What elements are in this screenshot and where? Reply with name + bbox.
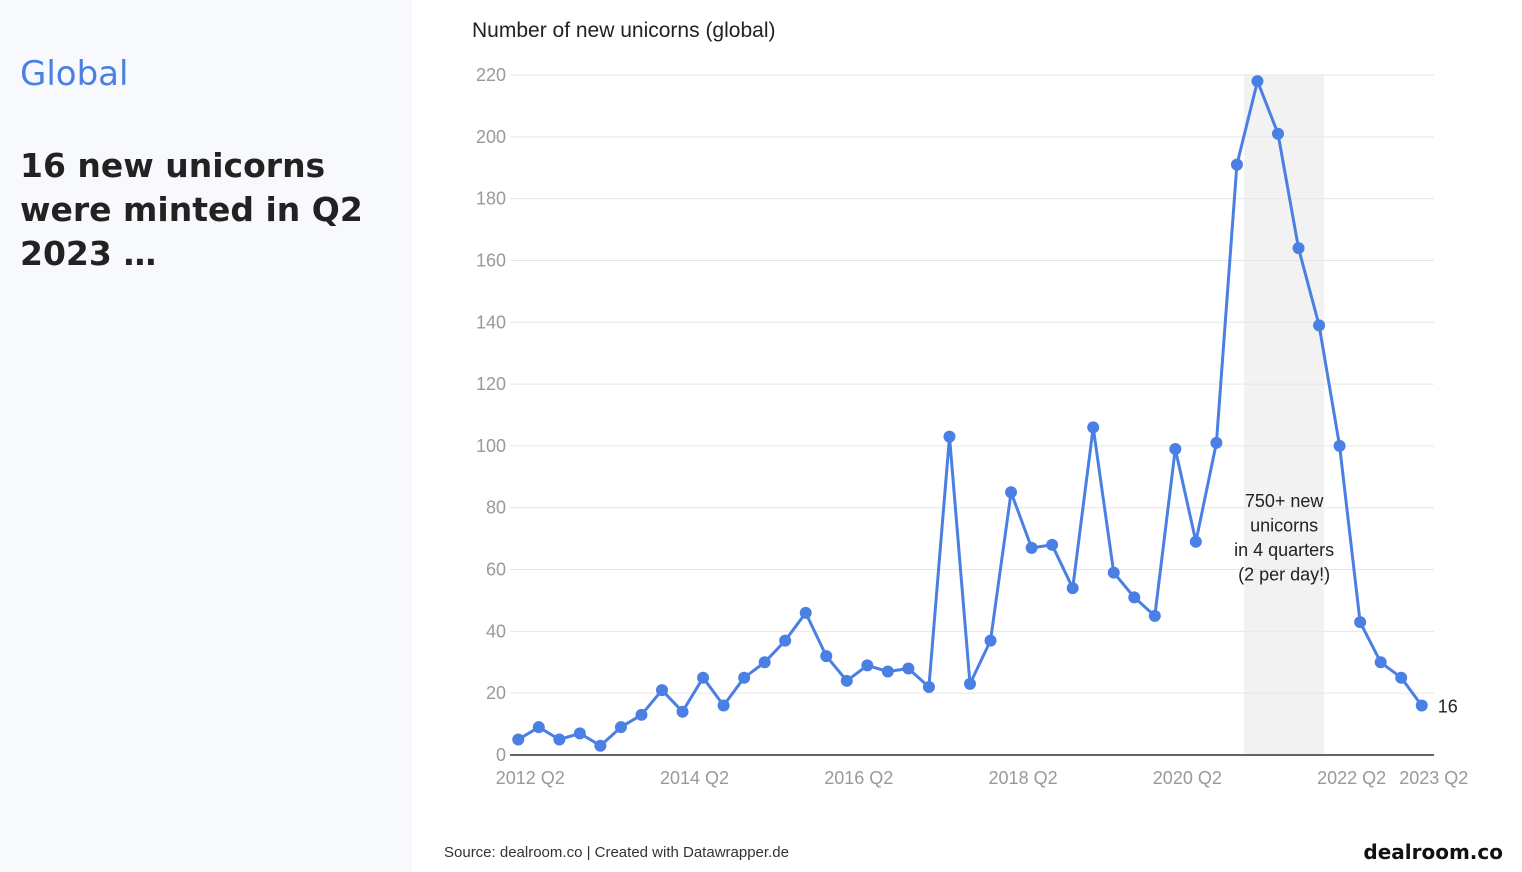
data-point (717, 699, 730, 712)
data-point (964, 677, 976, 690)
data-point (1025, 541, 1038, 554)
data-point (943, 430, 956, 443)
data-point (1374, 656, 1387, 669)
y-tick-label: 40 (486, 621, 506, 641)
y-tick-label: 60 (486, 560, 506, 580)
y-tick-label: 100 (476, 436, 506, 456)
end-value-label: 16 (1438, 697, 1458, 717)
x-tick-label: 2018 Q2 (989, 768, 1058, 788)
data-point (922, 681, 935, 693)
x-tick-label: 2014 Q2 (660, 768, 729, 788)
x-tick-label: 2023 Q2 (1399, 768, 1468, 788)
data-point (881, 665, 894, 678)
headline: 16 new unicorns were minted in Q2 2023 … (20, 146, 363, 273)
source-note: Source: dealroom.co | Created with Dataw… (444, 844, 789, 861)
data-point (1313, 319, 1326, 332)
annotation-line: in 4 quarters (1234, 540, 1334, 560)
data-point (614, 721, 627, 734)
data-point (758, 656, 771, 669)
y-tick-label: 20 (486, 683, 506, 703)
data-point (1046, 538, 1059, 551)
data-point (1189, 535, 1202, 548)
data-point (1230, 158, 1243, 171)
chart-title: Number of new unicorns (global) (472, 19, 776, 42)
annotation-line: unicorns (1250, 516, 1318, 536)
data-point (1272, 127, 1284, 140)
y-tick-label: 0 (496, 745, 506, 765)
data-point (738, 671, 751, 684)
y-tick-label: 160 (476, 250, 506, 270)
section-title: Global (20, 54, 129, 94)
data-point (799, 606, 812, 619)
data-point (779, 634, 792, 647)
x-tick-label: 2020 Q2 (1153, 768, 1222, 788)
data-point (676, 705, 689, 718)
data-point (820, 650, 833, 663)
y-tick-label: 220 (476, 65, 506, 85)
data-point (697, 671, 710, 684)
data-point (656, 684, 668, 697)
data-point (532, 721, 545, 734)
left-panel: Global 16 new unicorns were minted in Q2… (0, 0, 412, 872)
data-point (1169, 443, 1182, 455)
data-point (1210, 436, 1223, 449)
data-point (635, 708, 648, 721)
x-tick-label: 2012 Q2 (496, 768, 565, 788)
y-tick-label: 200 (476, 127, 506, 147)
data-point (861, 659, 874, 672)
data-point (573, 727, 586, 740)
y-tick-label: 80 (486, 498, 506, 518)
data-point (1354, 616, 1367, 629)
data-point (1087, 421, 1100, 434)
data-point (902, 662, 915, 675)
annotation-line: 750+ new (1245, 491, 1325, 511)
data-point (840, 674, 853, 687)
data-point (1333, 439, 1346, 452)
data-point (1292, 242, 1305, 255)
y-tick-label: 180 (476, 189, 506, 209)
data-point (1107, 566, 1120, 579)
data-point (1251, 75, 1264, 88)
annotation-line: (2 per day!) (1238, 565, 1330, 585)
y-tick-label: 120 (476, 374, 506, 394)
data-point (594, 739, 607, 752)
data-point (512, 733, 525, 746)
y-tick-label: 140 (476, 312, 506, 332)
data-point (984, 634, 997, 647)
x-tick-label: 2022 Q2 (1317, 768, 1386, 788)
data-point (1148, 609, 1161, 622)
data-point (1005, 486, 1018, 499)
x-tick-label: 2016 Q2 (824, 768, 893, 788)
data-point (1395, 671, 1408, 684)
unicorns-line-chart: 0 20 40 60 80 100 120 140 160 180 200 220 2012 Q2 201… (476, 65, 1468, 788)
data-point (553, 733, 566, 746)
brand-logo[interactable]: dealroom.co (1363, 840, 1503, 864)
highlight-band (1244, 75, 1325, 755)
data-point (1128, 591, 1141, 604)
data-point (1415, 699, 1428, 712)
data-point (1066, 582, 1079, 595)
